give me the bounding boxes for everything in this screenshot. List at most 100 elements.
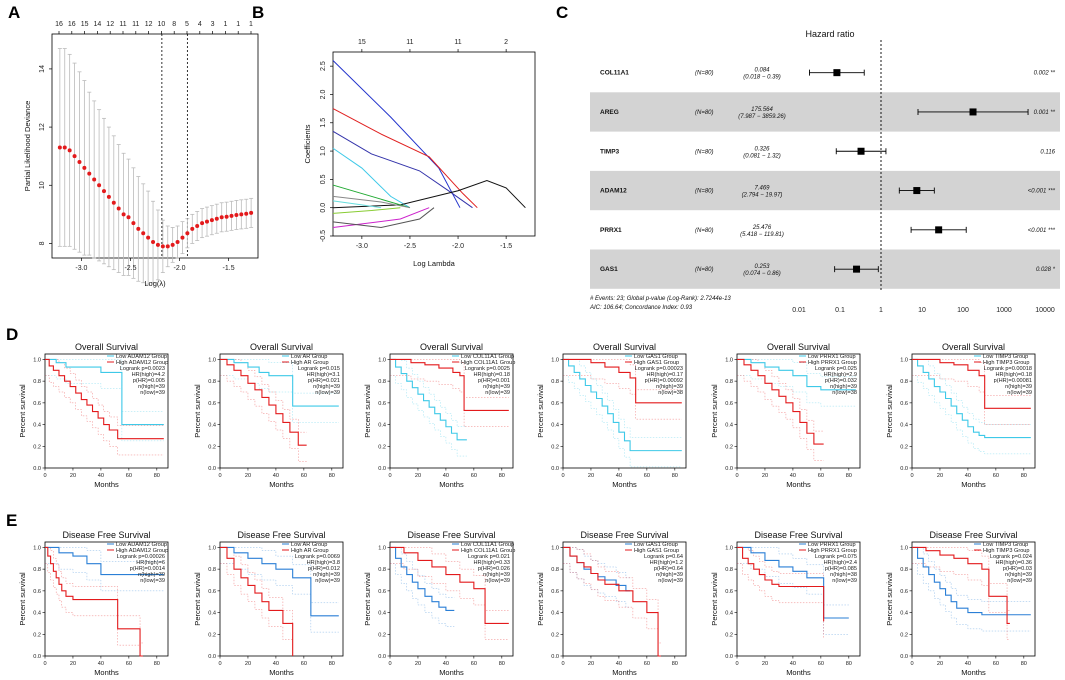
km-y-tick-label: 1.0 <box>378 545 386 551</box>
km-stat-line: HR(high)=2.9 <box>824 372 857 378</box>
km-x-tick-label: 80 <box>499 661 505 667</box>
forest-gene-label: ADAM12 <box>600 188 627 195</box>
km-y-tick-label: 0.4 <box>208 611 216 617</box>
km-plot-frame <box>736 353 861 469</box>
forest-p-label: 0.002 ** <box>1034 71 1056 77</box>
km-plot-frame <box>911 353 1036 469</box>
km-x-tick-label: 60 <box>471 661 477 667</box>
km-stat-line: p(HR)=0.021 <box>308 378 340 384</box>
deviance-point <box>224 214 229 219</box>
km-stat-line: n(high)=39 <box>483 572 510 578</box>
y-tick-label: 10 <box>39 181 46 189</box>
km-stat-line: n(low)=38 <box>832 390 857 396</box>
y-tick-label: 2.5 <box>320 61 327 71</box>
deviance-point <box>141 231 146 236</box>
km-stat-line: n(high)=39 <box>313 384 340 390</box>
top-tick-label: 5 <box>185 21 189 28</box>
km-y-tick-label: 0.2 <box>551 444 559 450</box>
forest-gene-label: TIMP3 <box>600 148 620 155</box>
km-title: Disease Free Survival <box>407 530 495 540</box>
km-y-tick-label: 0.6 <box>378 589 386 595</box>
forest-n-label: (N=80) <box>695 71 714 77</box>
km-high-ci-lower <box>912 563 1010 640</box>
km-low-curve <box>390 358 467 441</box>
km-stat-line: n(high)=39 <box>1005 384 1032 390</box>
forest-p-label: <0.001 *** <box>1028 228 1056 234</box>
km-x-axis-label: Months <box>269 480 294 489</box>
y-tick-label: 14 <box>39 65 46 73</box>
km-stat-line: n(high)=39 <box>830 384 857 390</box>
km-high-curve <box>912 358 1031 409</box>
km-x-tick-label: 20 <box>762 473 768 479</box>
km-x-tick-label: 40 <box>965 661 971 667</box>
km-legend-low-label: Low TIMP3 Group <box>983 354 1028 360</box>
deviance-point <box>200 221 205 226</box>
km-y-tick-label: 0.0 <box>725 654 733 660</box>
forest-gene-label: PRRX1 <box>600 227 622 234</box>
km-y-tick-label: 0.6 <box>208 401 216 407</box>
deviance-point <box>249 210 254 215</box>
km-y-tick-label: 0.6 <box>551 401 559 407</box>
coef-path-3 <box>332 147 411 209</box>
km-y-axis-label: Percent survival <box>193 384 202 438</box>
km-y-tick-label: 0.4 <box>551 423 559 429</box>
deviance-point <box>121 212 126 217</box>
km-stat-line: p(HR)=0.03 <box>1003 566 1032 572</box>
deviance-point <box>234 212 239 217</box>
deviance-point <box>185 231 190 236</box>
forest-x-tick-label: 1 <box>879 307 883 314</box>
km-y-tick-label: 0.2 <box>33 444 41 450</box>
km-x-axis-label: Months <box>612 480 637 489</box>
km-legend-low-label: Low ADAM12 Group <box>116 542 167 548</box>
forest-ci-label: (2.794 − 19.97) <box>742 193 783 199</box>
top-tick-label: 14 <box>94 21 102 28</box>
km-x-tick-label: 80 <box>1021 473 1027 479</box>
km-x-tick-label: 40 <box>965 473 971 479</box>
deviance-point <box>160 244 165 249</box>
km-x-tick-label: 80 <box>499 473 505 479</box>
km-x-axis-label: Months <box>612 668 637 677</box>
km-x-tick-label: 20 <box>415 473 421 479</box>
km-x-tick-label: 80 <box>672 661 678 667</box>
deviance-point <box>62 145 67 150</box>
km-y-tick-label: 0.0 <box>33 466 41 472</box>
km-stat-line: HR(high)=0.18 <box>473 372 510 378</box>
km-stat-line: n(low)=39 <box>832 578 857 584</box>
km-low-ci-lower <box>912 375 1031 455</box>
km-x-tick-label: 20 <box>245 661 251 667</box>
y-tick-label: -0.5 <box>320 230 327 242</box>
forest-hr-label: 0.326 <box>754 146 770 152</box>
top-tick-label: 11 <box>119 21 126 28</box>
km-plot-frame <box>219 353 344 469</box>
km-x-tick-label: 60 <box>126 473 132 479</box>
km-high-ci-lower <box>737 563 824 638</box>
forest-hr-label: 0.084 <box>754 68 770 74</box>
km-stat-line: Logrank p=0.0069 <box>295 554 340 560</box>
km-stat-line: Logrank p=0.0023 <box>120 366 165 372</box>
forest-x-tick-label: 0.1 <box>835 307 845 314</box>
km-title: Overall Survival <box>593 342 656 352</box>
forest-hr-marker <box>853 265 861 273</box>
km-y-tick-label: 0.2 <box>551 632 559 638</box>
km-stat-line: Logrank p=0.021 <box>468 554 510 560</box>
km-y-tick-label: 0.2 <box>378 444 386 450</box>
km-y-tick-label: 1.0 <box>725 357 733 363</box>
km-x-tick-label: 40 <box>790 661 796 667</box>
km-y-tick-label: 0.4 <box>900 611 908 617</box>
deviance-point <box>165 244 170 249</box>
km-high-curve <box>912 546 1010 624</box>
km-high-ci-upper <box>563 547 661 644</box>
km-y-tick-label: 0.8 <box>900 567 908 573</box>
km-y-tick-label: 0.2 <box>33 632 41 638</box>
km-high-ci-lower <box>220 375 307 462</box>
km-x-tick-label: 20 <box>937 661 943 667</box>
km-high-ci-upper <box>390 547 509 611</box>
top-tick-label: 16 <box>55 21 63 28</box>
coef-path-4 <box>332 179 526 209</box>
km-legend-low-label: Low AR Group <box>291 542 327 548</box>
km-y-axis-label: Percent survival <box>885 572 894 626</box>
km-high-ci-upper <box>912 547 1010 611</box>
km-low-ci-upper <box>45 547 164 562</box>
x-tick-label: -1.5 <box>223 265 235 272</box>
